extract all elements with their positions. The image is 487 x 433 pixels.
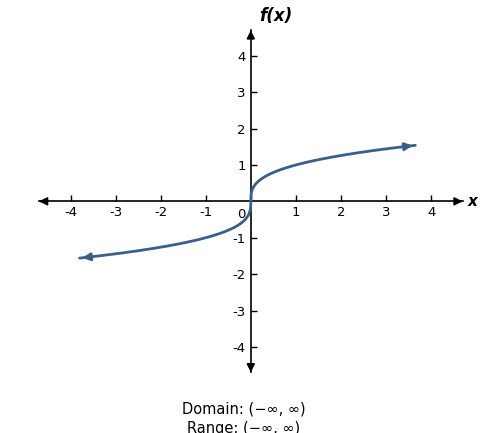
Text: x: x [468,194,478,209]
Text: Range: (−∞, ∞): Range: (−∞, ∞) [187,421,300,433]
Text: 0: 0 [237,208,245,221]
Text: Domain: (−∞, ∞): Domain: (−∞, ∞) [182,402,305,417]
Text: f(x): f(x) [259,7,292,25]
